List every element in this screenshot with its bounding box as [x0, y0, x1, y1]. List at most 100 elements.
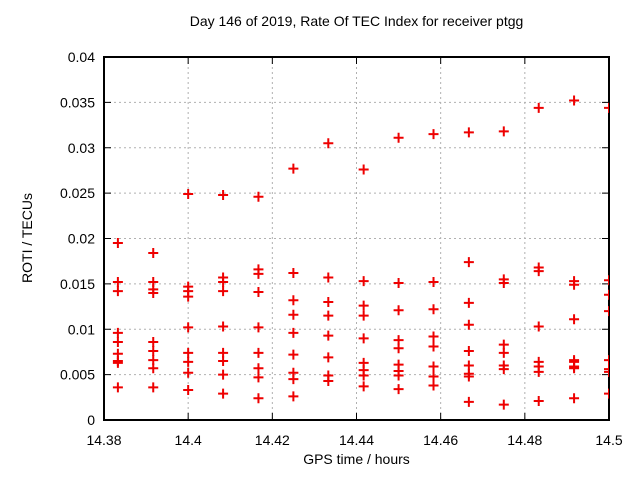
- data-point-marker: [393, 277, 404, 288]
- data-point-marker: [428, 304, 439, 315]
- x-tick-label: 14.42: [255, 432, 290, 448]
- data-point-marker: [358, 164, 369, 175]
- data-point-marker: [498, 364, 509, 375]
- data-point-marker: [288, 267, 299, 278]
- data-point-marker: [463, 127, 474, 138]
- data-point-marker: [358, 381, 369, 392]
- data-point-marker: [323, 352, 334, 363]
- data-point-marker: [358, 300, 369, 311]
- y-tick-label: 0.005: [60, 367, 95, 383]
- y-tick-label: 0.04: [68, 49, 95, 65]
- data-point-marker: [218, 388, 229, 399]
- data-point-marker: [569, 95, 580, 106]
- data-point-marker: [253, 322, 264, 333]
- data-point-marker: [569, 363, 580, 374]
- data-point-marker: [533, 321, 544, 332]
- data-point-marker: [183, 347, 194, 358]
- data-point-marker: [428, 341, 439, 352]
- data-point-marker: [112, 277, 123, 288]
- data-point-marker: [533, 395, 544, 406]
- data-point-marker: [253, 191, 264, 202]
- data-point-marker: [604, 388, 609, 399]
- data-point-marker: [183, 322, 194, 333]
- x-tick-label: 14.46: [423, 432, 458, 448]
- x-tick-label: 14.38: [86, 432, 121, 448]
- data-point-marker: [112, 336, 123, 347]
- data-point-marker: [498, 126, 509, 137]
- data-point-marker: [393, 384, 404, 395]
- data-point-marker: [463, 371, 474, 382]
- data-point-marker: [323, 330, 334, 341]
- y-tick-label: 0.025: [60, 185, 95, 201]
- data-point-marker: [604, 306, 609, 317]
- y-tick-label: 0.02: [68, 231, 95, 247]
- data-point-marker: [112, 357, 123, 368]
- data-point-marker: [218, 356, 229, 367]
- data-point-marker: [604, 355, 609, 366]
- data-point-marker: [604, 102, 609, 113]
- data-point-marker: [253, 347, 264, 358]
- data-point-marker: [463, 297, 474, 308]
- data-point-marker: [218, 277, 229, 288]
- data-point-marker: [604, 275, 609, 286]
- data-point-marker: [148, 248, 159, 259]
- data-point-marker: [148, 346, 159, 357]
- data-point-marker: [498, 399, 509, 410]
- data-point-marker: [428, 380, 439, 391]
- x-tick-label: 14.44: [339, 432, 374, 448]
- data-point-marker: [288, 163, 299, 174]
- data-point-marker: [498, 347, 509, 358]
- data-point-marker: [218, 189, 229, 200]
- y-tick-label: 0.03: [68, 140, 95, 156]
- data-point-marker: [183, 291, 194, 302]
- data-point-marker: [428, 277, 439, 288]
- data-point-marker: [288, 295, 299, 306]
- data-point-marker: [569, 314, 580, 325]
- data-point-marker: [253, 363, 264, 374]
- data-point-marker: [288, 374, 299, 385]
- data-point-marker: [428, 361, 439, 372]
- data-point-marker: [604, 364, 609, 375]
- x-tick-label: 14.4: [175, 432, 202, 448]
- y-tick-label: 0.01: [68, 321, 95, 337]
- data-point-marker: [393, 343, 404, 354]
- data-point-marker: [323, 310, 334, 321]
- data-point-marker: [323, 272, 334, 283]
- data-point-marker: [428, 371, 439, 382]
- data-point-marker: [253, 268, 264, 279]
- x-tick-label: 14.5: [595, 432, 622, 448]
- data-point-marker: [393, 305, 404, 316]
- data-point-marker: [183, 385, 194, 396]
- data-point-marker: [218, 369, 229, 380]
- y-tick-label: 0.035: [60, 94, 95, 110]
- data-point-marker: [533, 266, 544, 277]
- data-point-marker: [288, 349, 299, 360]
- chart-title: Day 146 of 2019, Rate Of TEC Index for r…: [189, 13, 524, 29]
- data-point-marker: [393, 132, 404, 143]
- x-axis-title: GPS time / hours: [303, 451, 410, 467]
- data-point-marker: [288, 327, 299, 338]
- data-point-marker: [463, 319, 474, 330]
- data-point-marker: [569, 279, 580, 290]
- data-point-marker: [323, 375, 334, 386]
- data-point-marker: [112, 238, 123, 249]
- data-point-marker: [463, 257, 474, 268]
- data-point-marker: [569, 393, 580, 404]
- data-point-marker: [323, 138, 334, 149]
- y-tick-label: 0.015: [60, 276, 95, 292]
- data-point-marker: [253, 393, 264, 404]
- data-point-marker: [463, 396, 474, 407]
- data-point-marker: [358, 370, 369, 381]
- data-point-marker: [183, 189, 194, 200]
- data-point-marker: [358, 276, 369, 287]
- data-point-marker: [288, 309, 299, 320]
- data-point-marker: [148, 382, 159, 393]
- data-point-marker: [288, 391, 299, 402]
- data-point-marker: [218, 286, 229, 297]
- data-point-marker: [112, 327, 123, 338]
- data-point-marker: [148, 287, 159, 298]
- data-point-marker: [428, 129, 439, 140]
- data-point-marker: [112, 286, 123, 297]
- data-point-marker: [428, 331, 439, 342]
